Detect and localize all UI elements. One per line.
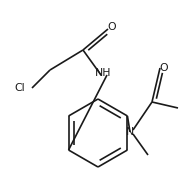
Text: Cl: Cl [15,83,25,93]
Text: N: N [126,127,134,137]
Text: O: O [160,63,168,73]
Text: O: O [108,22,116,32]
Text: NH: NH [95,68,111,78]
